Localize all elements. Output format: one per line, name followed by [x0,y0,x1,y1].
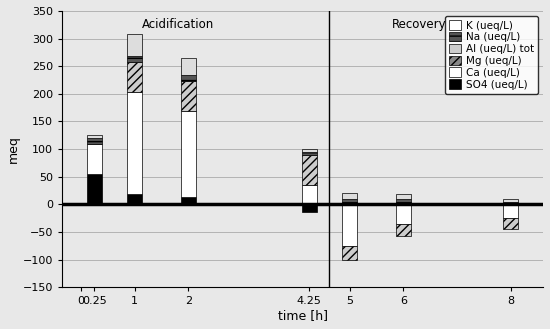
Bar [342,193,357,199]
Bar [181,81,196,111]
Bar [87,143,102,174]
Text: Recovery: Recovery [392,18,447,31]
Bar [396,199,411,202]
Bar [302,204,317,212]
Bar [396,202,411,204]
Bar [342,199,357,202]
Bar [181,111,196,197]
Bar [503,218,518,229]
Bar [181,59,196,75]
Bar [302,152,317,155]
Bar [87,138,102,143]
Bar [342,246,357,260]
Bar [127,92,142,194]
Bar [302,149,317,152]
Bar [302,155,317,185]
Bar [302,185,317,204]
Bar [127,56,142,62]
Bar [503,199,518,202]
Text: Acidification: Acidification [141,18,214,31]
Bar [503,202,518,204]
Bar [87,135,102,138]
Bar [181,197,196,204]
Bar [127,62,142,92]
Bar [181,75,196,81]
X-axis label: time [h]: time [h] [278,309,328,322]
Bar [342,202,357,204]
Bar [503,204,518,218]
Bar [342,204,357,246]
Bar [127,34,142,56]
Bar [396,194,411,199]
Y-axis label: meq: meq [7,135,20,163]
Legend: K (ueq/L), Na (ueq/L), Al (ueq/L) tot, Mg (ueq/L), Ca (ueq/L), SO4 (ueq/L): K (ueq/L), Na (ueq/L), Al (ueq/L) tot, M… [445,16,538,94]
Bar [396,224,411,236]
Bar [87,174,102,204]
Bar [396,204,411,224]
Bar [127,194,142,204]
